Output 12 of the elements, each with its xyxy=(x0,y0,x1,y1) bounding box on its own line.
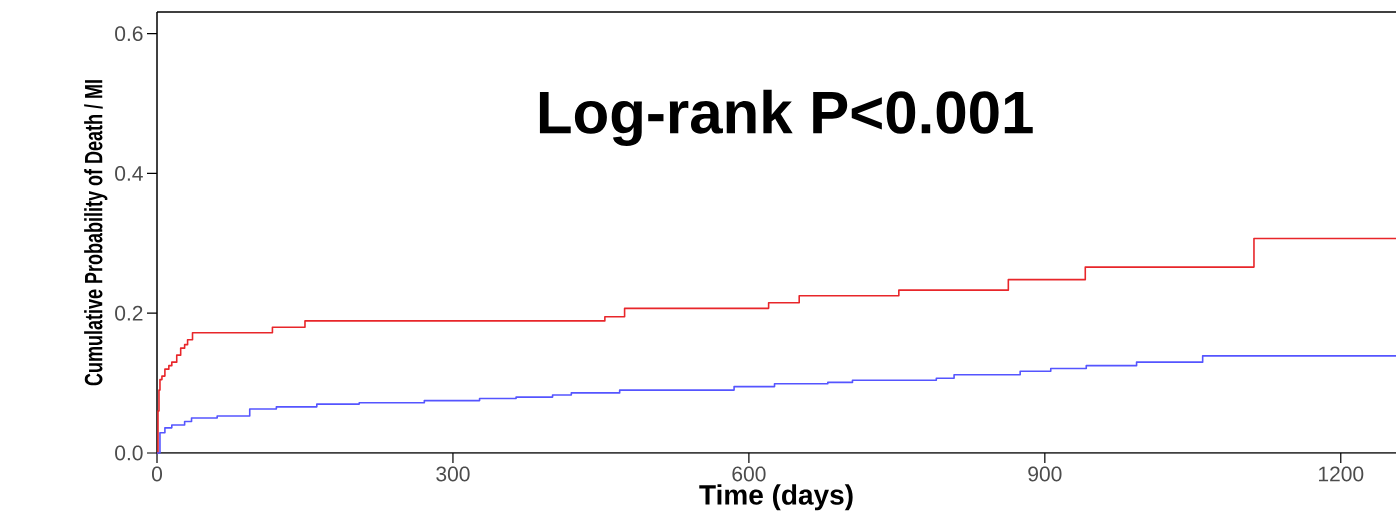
x-tick-label: 600 xyxy=(732,466,766,482)
annotation: Log-rank P<0.001 xyxy=(539,89,1033,146)
y-tick-label: 0.6 xyxy=(115,26,143,42)
x-tick-label: 1200 xyxy=(1319,466,1364,482)
y-tick-label: 0.0 xyxy=(115,445,143,461)
y-tick-label: 0.4 xyxy=(115,166,143,181)
x-tick-label: 300 xyxy=(436,466,470,482)
x-axis-title: Time (days) xyxy=(699,484,853,511)
y-tick-label: 0.2 xyxy=(115,305,143,321)
y-axis-title: Cumulative Probability of Death / MI xyxy=(84,80,108,386)
x-tick-label: 900 xyxy=(1028,466,1062,482)
x-tick-label: 0 xyxy=(151,466,163,482)
